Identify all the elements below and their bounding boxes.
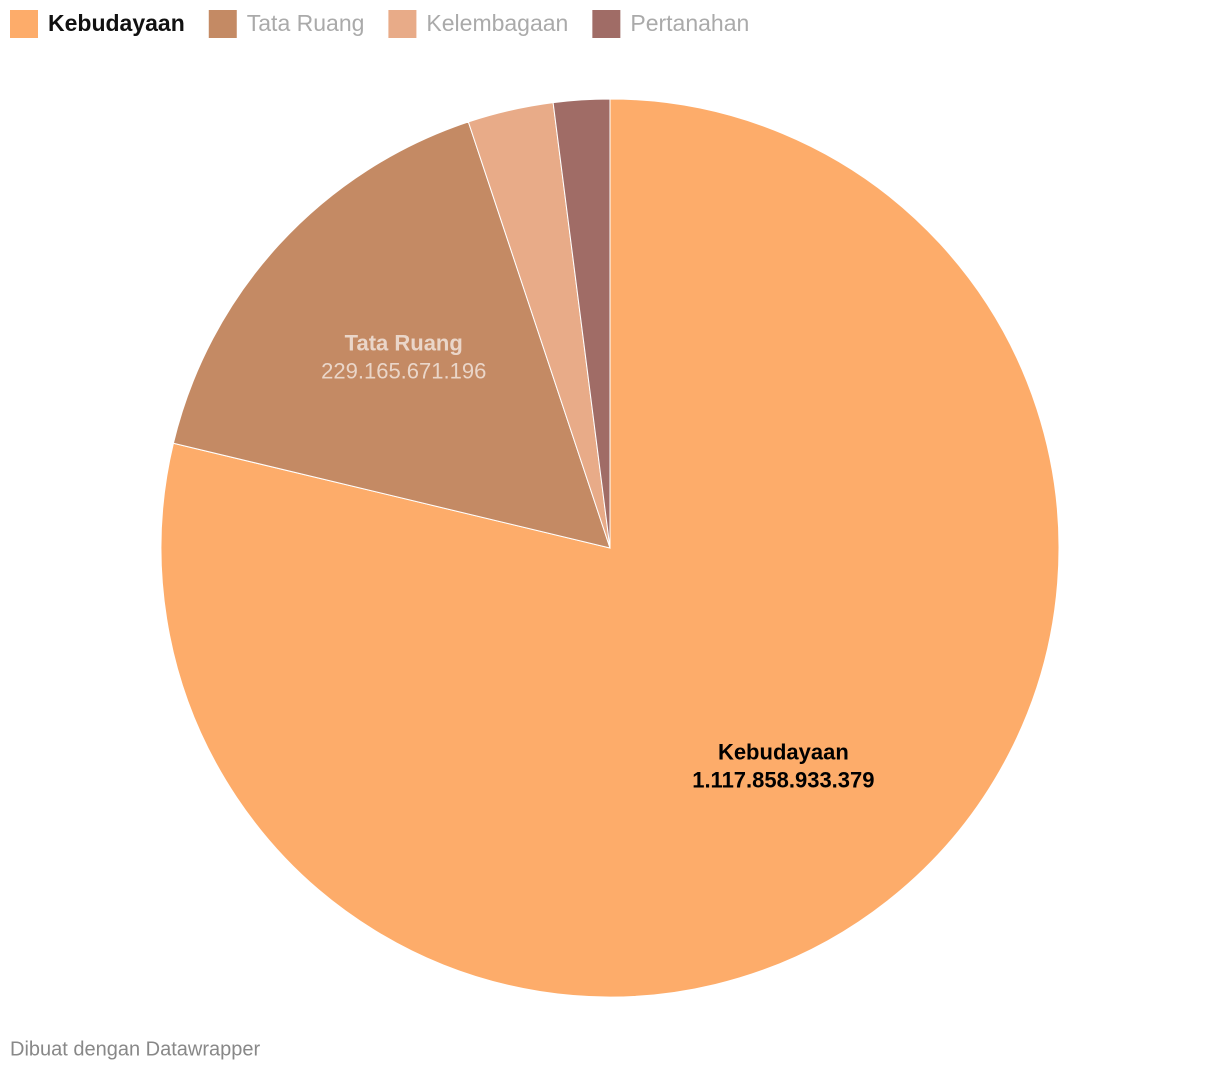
- legend-swatch: [10, 10, 38, 38]
- legend-label: Kebudayaan: [48, 10, 185, 36]
- legend-swatch: [592, 10, 621, 38]
- legend-item[interactable]: Pertanahan: [592, 10, 749, 38]
- slice-label: Kebudayaan: [718, 740, 849, 765]
- legend-swatch: [208, 10, 237, 38]
- legend-item[interactable]: Tata Ruang: [208, 10, 365, 38]
- legend-item[interactable]: Kebudayaan: [10, 10, 185, 38]
- legend-item[interactable]: Kelembagaan: [388, 10, 568, 38]
- pie-slice: [172, 121, 611, 549]
- legend-label: Tata Ruang: [247, 10, 365, 36]
- pie-slice: [552, 98, 611, 549]
- slice-value: 229.165.671.196: [321, 358, 486, 383]
- legend-label: Pertanahan: [630, 10, 749, 36]
- footer: Dibuat dengan Datawrapper: [10, 1038, 261, 1060]
- legend-label: Kelembagaan: [426, 10, 568, 36]
- slice-value: 1.117.858.933.379: [692, 768, 874, 793]
- legend-swatch: [388, 10, 417, 38]
- slice-label: Tata Ruang: [345, 330, 463, 355]
